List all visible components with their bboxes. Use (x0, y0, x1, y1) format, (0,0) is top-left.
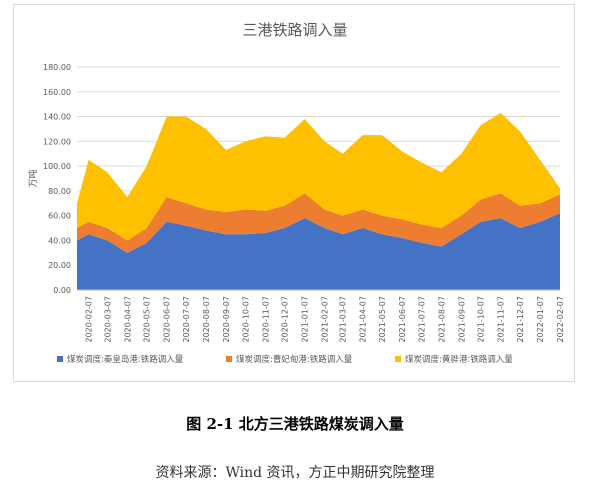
legend-label-2: 煤炭调度:曹妃甸港:铁路调入量 (236, 354, 353, 365)
y-tick-label: 140.00 (43, 113, 71, 122)
legend-label-3: 煤炭调度:黄骅港:铁路调入量 (405, 354, 513, 365)
legend-swatch-1 (57, 356, 63, 362)
y-axis-label: 万吨 (27, 169, 39, 187)
x-tick-label: 2022-02-07 (556, 296, 565, 343)
x-tick-label: 2020-05-07 (143, 296, 152, 343)
legend-label-1: 煤炭调度:秦皇岛港:铁路调入量 (67, 354, 184, 365)
source-note: 资料来源：Wind 资讯，方正中期研究院整理 (155, 465, 435, 481)
y-tick-label: 100.00 (43, 162, 71, 171)
chart-svg: 三港铁路调入量 0.00 20.00 40.00 60.00 80.00 100.00 120… (27, 21, 565, 365)
x-tick-label: 2021-10-07 (477, 296, 486, 343)
chart-frame: 三港铁路调入量 0.00 20.00 40.00 60.00 80.00 100.00 120… (13, 4, 575, 382)
x-tick-label: 2022-01-07 (536, 296, 545, 343)
area-series-1 (77, 213, 560, 290)
area-series-2 (77, 193, 560, 253)
x-tick-label: 2021-06-07 (398, 296, 407, 343)
y-tick-label: 180.00 (43, 63, 71, 72)
x-tick-label: 2020-03-07 (103, 296, 112, 343)
x-tick-label: 2020-06-07 (163, 296, 172, 343)
figure-caption: 图 2-1 北方三港铁路煤炭调入量 (186, 415, 404, 433)
area-series-3 (77, 112, 560, 241)
x-tick-label: 2021-01-07 (301, 296, 310, 343)
x-tick-label: 2021-05-07 (378, 296, 387, 343)
x-tick-label: 2021-08-07 (437, 296, 446, 343)
x-tick-label: 2020-07-07 (182, 296, 191, 343)
chart-title: 三港铁路调入量 (242, 21, 347, 39)
x-tick-label: 2021-09-07 (457, 296, 466, 343)
x-tick-label: 2021-07-07 (417, 296, 426, 343)
y-tick-label: 120.00 (43, 137, 71, 146)
x-tick-label: 2020-02-07 (85, 296, 94, 343)
x-tick-label: 2020-04-07 (123, 296, 132, 343)
legend-swatch-2 (226, 356, 232, 362)
x-tick-label: 2020-11-07 (261, 296, 270, 343)
x-tick-label: 2021-03-07 (339, 296, 348, 343)
x-tick-label: 2020-10-07 (241, 296, 250, 343)
y-tick-label: 160.00 (43, 88, 71, 97)
x-tick-label: 2020-09-07 (222, 296, 231, 343)
x-tick-label: 2020-12-07 (281, 296, 290, 343)
x-tick-label: 2020-08-07 (202, 296, 211, 343)
y-tick-label: 20.00 (48, 261, 71, 270)
legend-swatch-3 (395, 356, 401, 362)
x-tick-label: 2021-04-07 (359, 296, 368, 343)
x-tick-label: 2021-11-07 (497, 296, 506, 343)
y-tick-label: 40.00 (48, 236, 71, 245)
x-tick-label: 2021-12-07 (516, 296, 525, 343)
y-tick-label: 60.00 (48, 212, 71, 221)
y-tick-label: 80.00 (48, 187, 71, 196)
x-tick-label: 2021-02-07 (321, 296, 330, 343)
y-tick-label: 0.00 (53, 286, 71, 295)
